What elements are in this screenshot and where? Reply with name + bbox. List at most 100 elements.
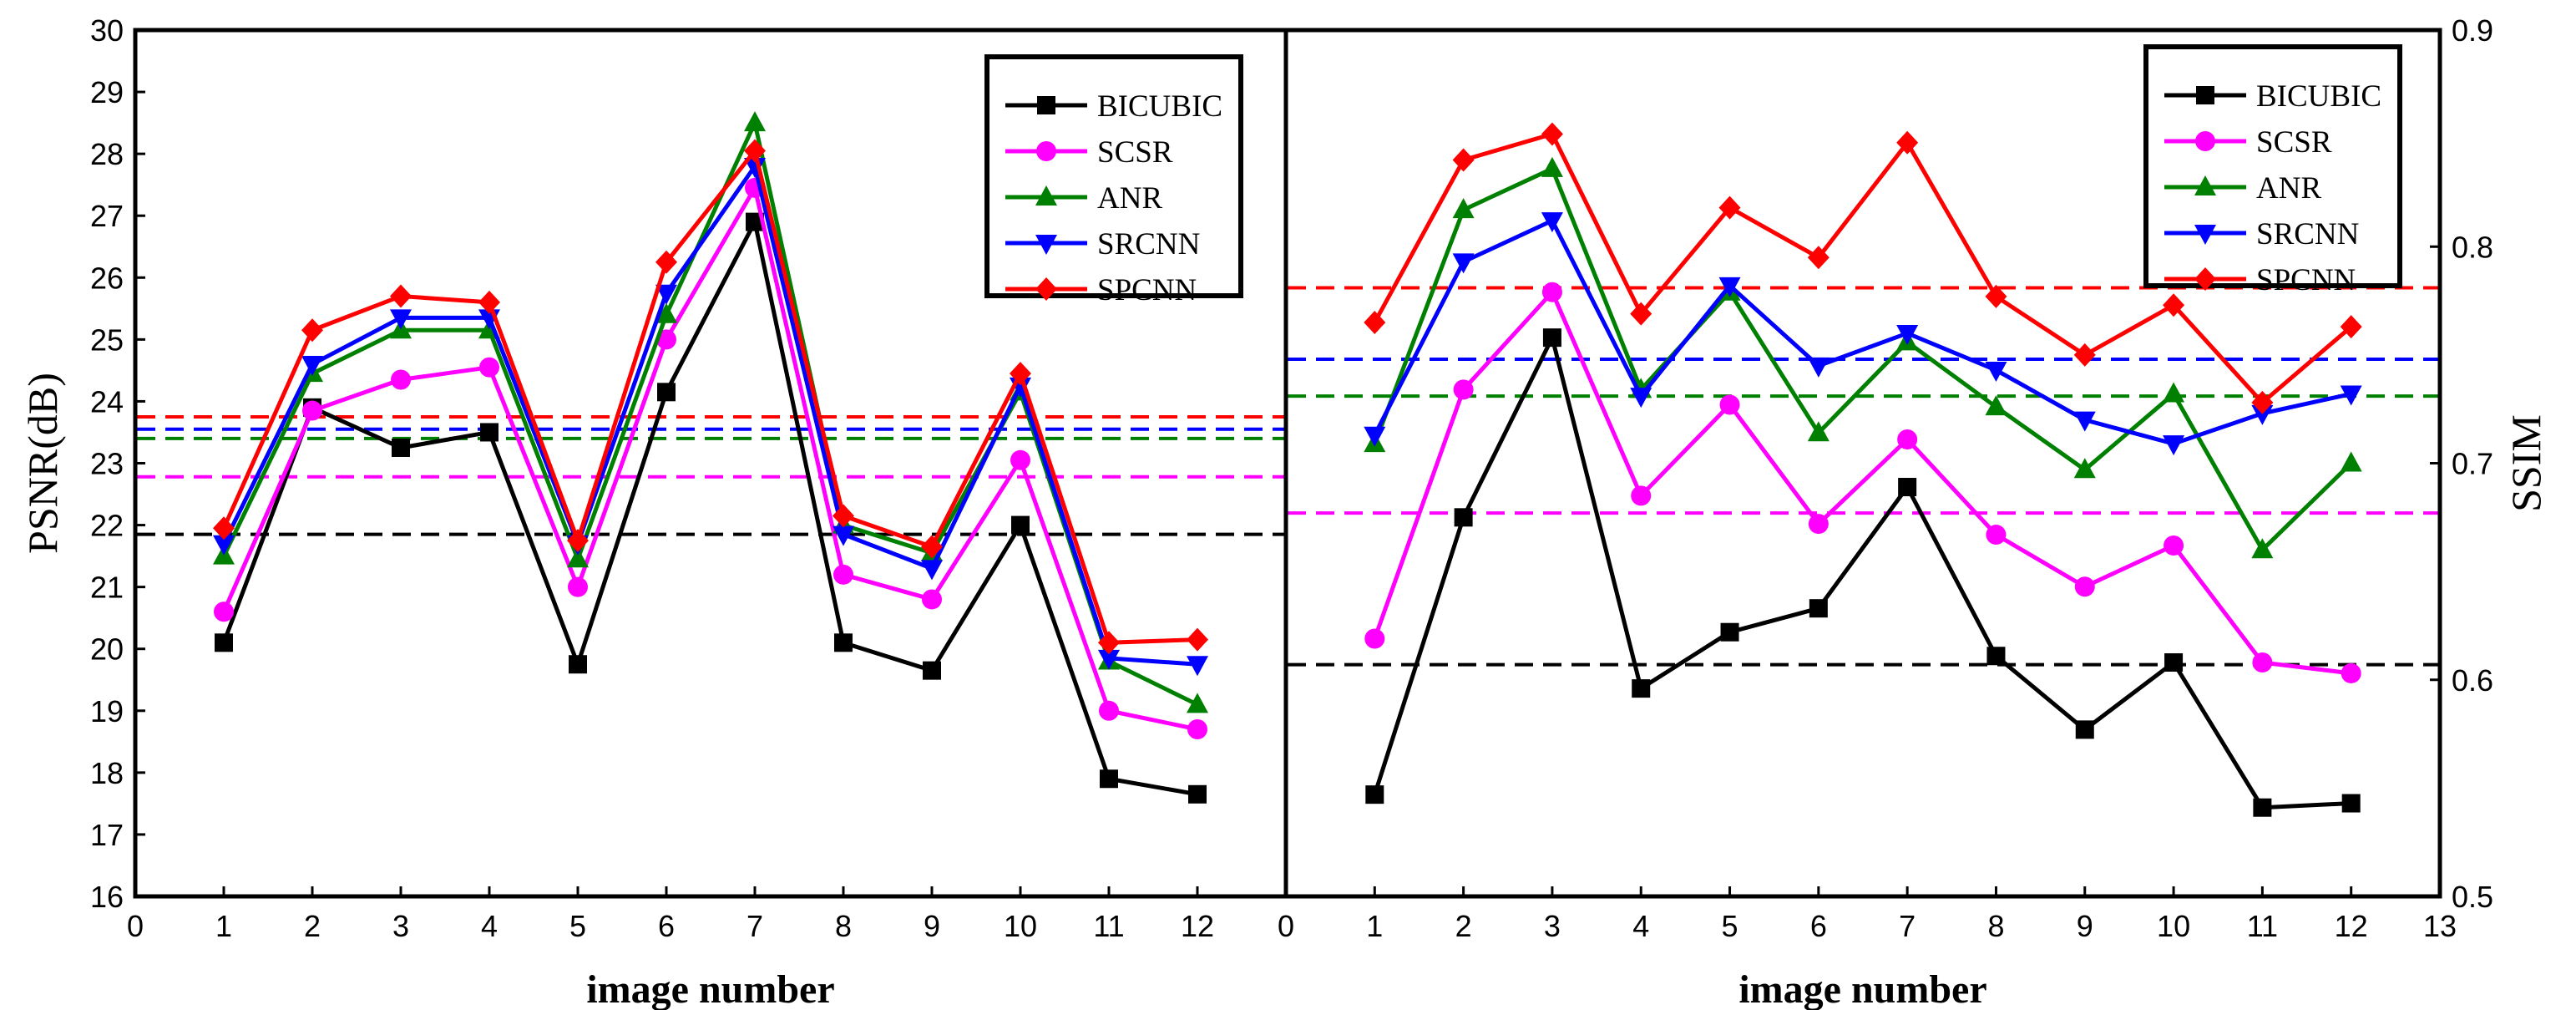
data-point-spcnn-2 <box>301 318 323 343</box>
data-point-scsr-7 <box>1897 429 1918 449</box>
data-point-bicubic-4 <box>1632 679 1651 698</box>
data-point-scsr-2 <box>302 400 322 421</box>
x-tick-label: 5 <box>569 909 586 943</box>
data-point-anr-12 <box>2340 451 2362 472</box>
x-tick-label: 9 <box>924 909 940 943</box>
legend-item-scsr: SCSR <box>2164 125 2332 160</box>
y-axis-title: SSIM <box>2503 414 2549 512</box>
legend-marker-bicubic <box>1037 96 1055 114</box>
legend-item-anr: ANR <box>2164 171 2321 206</box>
legend-marker-srcnn <box>2194 225 2216 245</box>
data-point-srcnn-9 <box>921 560 943 581</box>
data-point-bicubic-1 <box>215 633 233 652</box>
legend: BICUBIC SCSR ANR SRCNN SPCNN <box>2143 44 2402 297</box>
data-point-srcnn-12 <box>1187 656 1208 677</box>
legend-item-scsr: SCSR <box>1005 135 1173 170</box>
legend-label-anr: ANR <box>2256 171 2321 206</box>
data-point-spcnn-8 <box>833 504 854 528</box>
y-tick-label: 0.9 <box>2452 13 2493 48</box>
legend-marker-scsr <box>1036 141 1056 161</box>
data-point-anr-11 <box>2251 538 2274 559</box>
data-point-anr-8 <box>1985 395 2007 416</box>
y-tick-label: 29 <box>90 75 124 109</box>
legend-marker-anr <box>1035 185 1057 206</box>
data-point-scsr-12 <box>2341 662 2361 683</box>
data-point-scsr-11 <box>2252 652 2273 673</box>
data-point-scsr-10 <box>2164 535 2184 556</box>
data-point-bicubic-3 <box>1542 328 1561 348</box>
legend-item-srcnn: SRCNN <box>1005 227 1200 261</box>
data-point-srcnn-6 <box>655 284 677 305</box>
y-tick-label: 0.5 <box>2452 880 2493 914</box>
data-point-spcnn-3 <box>1541 122 1563 146</box>
y-tick-label: 25 <box>90 322 124 357</box>
data-point-srcnn-7 <box>744 157 766 178</box>
legend-label-scsr: SCSR <box>1097 135 1173 170</box>
data-point-srcnn-3 <box>390 309 412 330</box>
data-point-srcnn-11 <box>1098 649 1120 670</box>
x-tick-label: 1 <box>215 909 232 943</box>
data-point-anr-7 <box>744 111 766 132</box>
x-tick-label: 2 <box>304 909 321 943</box>
y-tick-label: 0.6 <box>2452 663 2493 698</box>
data-point-anr-5 <box>567 547 589 568</box>
legend-marker-anr <box>2194 175 2216 195</box>
legend-label-bicubic: BICUBIC <box>1097 89 1222 124</box>
data-point-srcnn-8 <box>1985 362 2007 383</box>
data-point-bicubic-8 <box>1986 647 2006 666</box>
legend-box <box>2143 44 2402 288</box>
x-tick-label: 0 <box>1278 909 1294 943</box>
x-tick-label: 13 <box>2423 909 2457 943</box>
data-point-bicubic-2 <box>1454 508 1473 527</box>
data-point-spcnn-1 <box>1364 310 1386 334</box>
data-point-scsr-8 <box>833 564 853 585</box>
x-tick-label: 11 <box>2247 909 2278 943</box>
data-point-scsr-5 <box>1719 394 1740 415</box>
y-tick-label: 0.7 <box>2452 447 2493 481</box>
data-point-bicubic-7 <box>746 212 764 231</box>
data-point-srcnn-6 <box>1807 357 1830 378</box>
data-point-scsr-1 <box>1364 628 1385 649</box>
x-tick-label: 4 <box>481 909 498 943</box>
data-point-srcnn-9 <box>2073 411 2096 432</box>
legend-label-bicubic: BICUBIC <box>2256 79 2381 114</box>
data-point-scsr-3 <box>1541 282 1562 302</box>
legend-item-srcnn: SRCNN <box>2164 217 2359 251</box>
data-point-srcnn-12 <box>2340 385 2362 406</box>
data-point-scsr-8 <box>1986 525 2007 546</box>
data-point-spcnn-7 <box>744 139 766 163</box>
x-tick-label: 11 <box>1093 909 1124 943</box>
y-tick-label: 26 <box>90 261 124 295</box>
data-point-spcnn-9 <box>921 535 943 559</box>
data-point-anr-6 <box>1807 421 1830 442</box>
data-point-bicubic-6 <box>657 383 676 402</box>
data-point-srcnn-7 <box>1896 324 1919 345</box>
data-point-spcnn-12 <box>1187 627 1208 652</box>
legend-marker-bicubic <box>2196 86 2214 104</box>
data-point-bicubic-8 <box>834 633 853 652</box>
y-tick-label: 23 <box>90 447 124 481</box>
x-tick-label: 7 <box>746 909 763 943</box>
legend-item-spcnn: SPCNN <box>2164 263 2356 297</box>
data-point-bicubic-1 <box>1365 785 1384 804</box>
data-point-anr-9 <box>2073 458 2096 479</box>
x-tick-label: 7 <box>1899 909 1916 943</box>
data-point-bicubic-5 <box>569 655 587 674</box>
legend-item-spcnn: SPCNN <box>1005 273 1197 307</box>
data-point-scsr-1 <box>214 601 234 622</box>
data-point-spcnn-11 <box>2251 390 2274 414</box>
legend-label-srcnn: SRCNN <box>2256 217 2359 251</box>
data-point-bicubic-3 <box>392 438 410 457</box>
x-tick-label: 1 <box>1366 909 1383 943</box>
data-point-spcnn-10 <box>2163 293 2185 317</box>
data-point-anr-6 <box>655 302 677 323</box>
data-point-bicubic-10 <box>2164 653 2184 672</box>
data-point-srcnn-2 <box>301 355 323 376</box>
x-tick-label: 6 <box>1810 909 1827 943</box>
data-point-spcnn-2 <box>1452 148 1475 172</box>
legend-marker-srcnn <box>1035 235 1057 255</box>
y-tick-label: 24 <box>90 384 124 419</box>
x-tick-label: 5 <box>1722 909 1738 943</box>
